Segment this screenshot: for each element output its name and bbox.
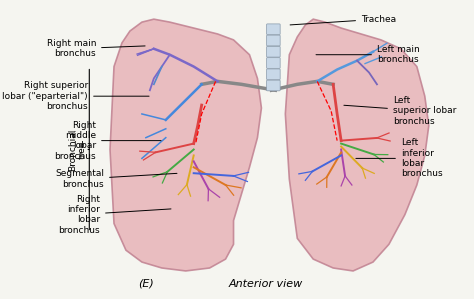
Text: Anterior view: Anterior view xyxy=(228,279,302,289)
Text: (E): (E) xyxy=(138,279,154,289)
Text: Bronchial
tree: Bronchial tree xyxy=(68,128,87,171)
Text: Right
middle
lobar
bronchus: Right middle lobar bronchus xyxy=(55,120,161,161)
FancyBboxPatch shape xyxy=(266,69,280,80)
FancyBboxPatch shape xyxy=(266,58,280,68)
Text: Segmental
bronchus: Segmental bronchus xyxy=(55,170,177,189)
Text: Left
superior lobar
bronchus: Left superior lobar bronchus xyxy=(344,96,456,126)
FancyBboxPatch shape xyxy=(266,80,280,91)
FancyBboxPatch shape xyxy=(266,46,280,57)
Text: Left
inferior
lobar
bronchus: Left inferior lobar bronchus xyxy=(356,138,443,179)
Polygon shape xyxy=(285,19,429,271)
Text: Trachea: Trachea xyxy=(290,15,396,25)
Text: Right main
bronchus: Right main bronchus xyxy=(46,39,145,59)
Text: Right
inferior
lobar
bronchus: Right inferior lobar bronchus xyxy=(58,195,171,235)
FancyBboxPatch shape xyxy=(266,24,280,35)
Text: Left main
bronchus: Left main bronchus xyxy=(316,45,420,64)
FancyBboxPatch shape xyxy=(266,35,280,46)
Text: Right superior
lobar ("eparterial")
bronchus: Right superior lobar ("eparterial") bron… xyxy=(2,81,149,111)
Polygon shape xyxy=(110,19,262,271)
